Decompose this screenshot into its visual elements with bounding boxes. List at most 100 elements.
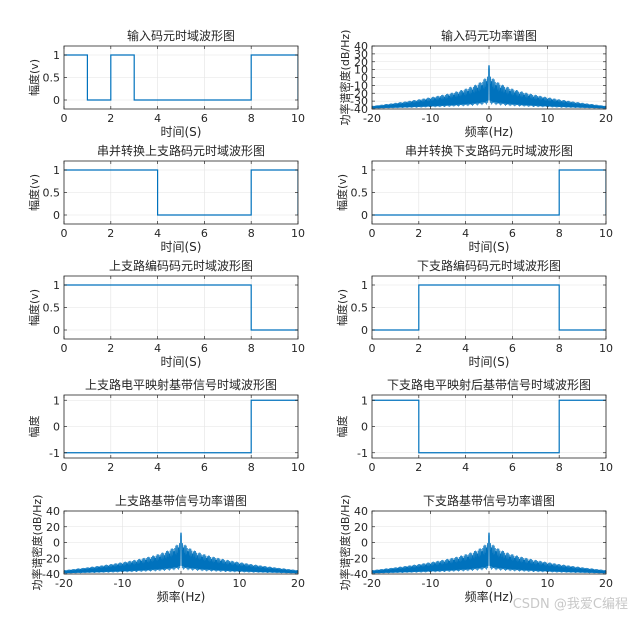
series-spectrum [64, 532, 298, 574]
plot-title: 上支路编码码元时域波形图 [109, 258, 253, 273]
y-tick-label: 1 [53, 279, 60, 292]
plot-title: 下支路基带信号功率谱图 [423, 493, 555, 508]
x-tick-label: 6 [509, 342, 516, 355]
x-tick-label: 10 [291, 112, 305, 125]
y-axis-label: 幅度(v) [27, 59, 41, 96]
y-tick-label: -1 [49, 447, 60, 460]
x-tick-label: 20 [599, 112, 613, 125]
y-axis-label: 幅度(v) [27, 174, 41, 211]
x-tick-label: 2 [415, 342, 422, 355]
x-tick-label: 10 [599, 227, 613, 240]
series-spectrum [372, 532, 606, 574]
x-tick-label: 4 [154, 461, 161, 474]
x-tick-label: 8 [556, 342, 563, 355]
y-tick-label: 0.5 [43, 302, 61, 315]
x-tick-label: 0 [61, 112, 68, 125]
x-tick-label: 10 [291, 342, 305, 355]
y-tick-label: -40 [42, 568, 60, 581]
y-tick-label: 0.5 [43, 187, 61, 200]
x-axis-label: 频率(Hz) [465, 124, 514, 139]
x-tick-label: -20 [55, 577, 73, 590]
y-tick-label: 40 [354, 40, 368, 53]
y-tick-label: -1 [357, 447, 368, 460]
x-tick-label: 0 [486, 577, 493, 590]
x-tick-label: 6 [509, 461, 516, 474]
y-tick-label: 0 [53, 421, 60, 434]
x-tick-label: 8 [248, 461, 255, 474]
y-tick-label: 20 [354, 521, 368, 534]
x-tick-label: 10 [291, 461, 305, 474]
x-tick-label: 4 [462, 227, 469, 240]
plot-p10: -20 -10 0 10 20-40-2002040下支路基带信号功率谱图频率(Hz)功… [338, 493, 613, 604]
x-tick-label: 0 [369, 461, 376, 474]
y-tick-label: 0 [361, 421, 368, 434]
y-tick-label: 0 [53, 94, 60, 107]
x-tick-label: 2 [107, 342, 114, 355]
x-tick-label: 0 [369, 227, 376, 240]
x-axis-label: 时间(S) [469, 240, 510, 254]
y-tick-label: 0.5 [351, 187, 369, 200]
x-tick-label: 20 [291, 577, 305, 590]
x-axis-label: 时间(S) [469, 355, 510, 369]
y-tick-label: 0 [53, 324, 60, 337]
x-tick-label: 0 [61, 227, 68, 240]
x-tick-label: -20 [363, 577, 381, 590]
plot-title: 串并转换下支路码元时域波形图 [405, 143, 573, 158]
x-tick-label: -10 [114, 577, 132, 590]
y-axis-label: 功率谱密度(dB/Hz) [338, 495, 352, 591]
y-tick-label: 1 [53, 49, 60, 62]
x-tick-label: 20 [599, 577, 613, 590]
x-tick-label: 6 [201, 112, 208, 125]
y-tick-label: -20 [350, 87, 368, 100]
x-tick-label: 2 [107, 461, 114, 474]
y-axis-label: 幅度 [335, 416, 349, 438]
y-tick-label: -10 [350, 79, 368, 92]
x-tick-label: 8 [248, 112, 255, 125]
y-tick-label: 1 [361, 394, 368, 407]
x-axis-label: 时间(S) [161, 125, 202, 139]
y-axis-label: 幅度(v) [335, 174, 349, 211]
x-tick-label: 6 [201, 461, 208, 474]
y-tick-label: 1 [361, 279, 368, 292]
x-tick-label: 0 [369, 342, 376, 355]
y-tick-label: 10 [354, 64, 368, 77]
x-tick-label: 10 [599, 342, 613, 355]
y-tick-label: -20 [350, 552, 368, 565]
series-line [64, 54, 298, 101]
x-tick-label: 10 [233, 577, 247, 590]
y-tick-label: 0 [53, 537, 60, 550]
series-line [64, 284, 298, 331]
x-tick-label: 2 [415, 227, 422, 240]
y-tick-label: 1 [53, 164, 60, 177]
plot-title: 输入码元功率谱图 [441, 28, 537, 43]
plot-title: 上支路基带信号功率谱图 [115, 493, 247, 508]
x-tick-label: 6 [201, 227, 208, 240]
series-line [64, 399, 298, 454]
x-tick-label: 10 [599, 461, 613, 474]
y-tick-label: 0 [361, 209, 368, 222]
y-axis-label: 功率谱密度(dB/Hz) [30, 495, 44, 591]
y-tick-label: 30 [354, 48, 368, 61]
x-tick-label: 0 [486, 112, 493, 125]
plot-title: 串并转换上支路码元时域波形图 [97, 143, 265, 158]
y-tick-label: 0.5 [43, 72, 61, 85]
x-tick-label: 8 [556, 227, 563, 240]
x-tick-label: 8 [248, 227, 255, 240]
series-line [372, 284, 606, 331]
x-tick-label: -10 [422, 577, 440, 590]
x-tick-label: 4 [154, 112, 161, 125]
plot-title: 下支路编码码元时域波形图 [417, 258, 561, 273]
series-line [372, 399, 606, 454]
x-tick-label: 8 [248, 342, 255, 355]
y-tick-label: 0 [361, 537, 368, 550]
x-tick-label: 0 [61, 461, 68, 474]
x-tick-label: 4 [154, 342, 161, 355]
watermark: CSDN @我爱C编程 [512, 597, 628, 612]
